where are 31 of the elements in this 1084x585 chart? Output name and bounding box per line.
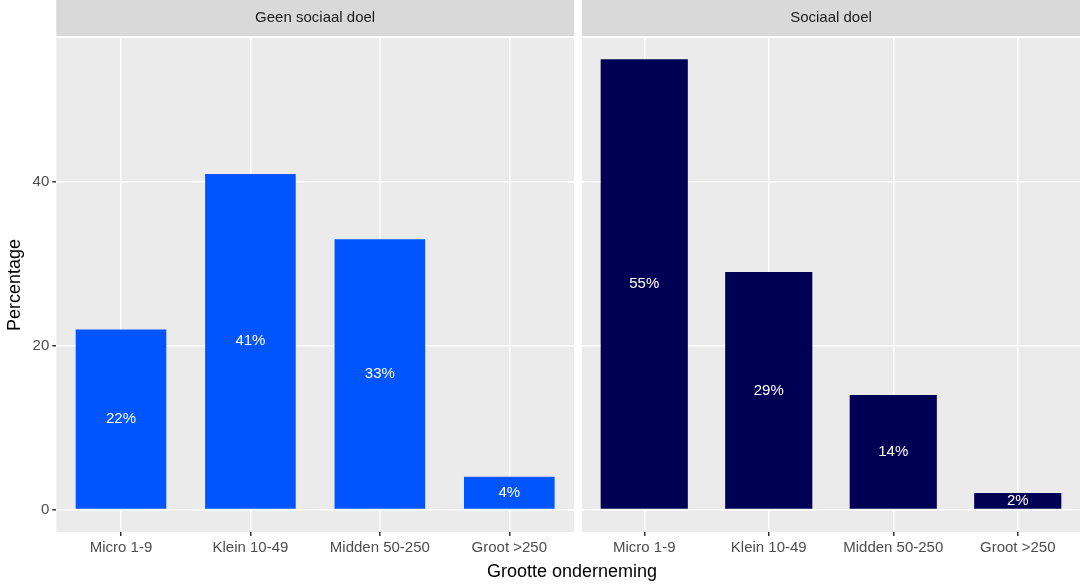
y-tick-label: 0 — [40, 499, 50, 517]
bar — [725, 272, 813, 509]
x-tick-label: Groot >250 — [471, 538, 548, 556]
data-label: 4% — [498, 482, 521, 500]
data-label: 55% — [629, 274, 660, 292]
chart-title: Geen sociaal doel — [255, 8, 376, 26]
bar — [600, 59, 688, 509]
x-tick-label: Micro 1-9 — [612, 538, 676, 556]
bar — [75, 329, 167, 509]
data-label: 33% — [364, 364, 395, 382]
data-label: 2% — [1006, 491, 1029, 509]
data-label: 41% — [235, 331, 266, 349]
data-label: 29% — [753, 380, 784, 398]
y-tick-label: 20 — [32, 335, 50, 353]
x-tick-label: Klein 10-49 — [212, 538, 289, 556]
y-tick-label: 40 — [32, 172, 50, 190]
x-axis-title: Grootte onderneming — [485, 561, 659, 582]
bar — [334, 239, 426, 509]
data-label: 14% — [878, 441, 909, 459]
chart-title: Sociaal doel — [790, 8, 872, 26]
bar — [974, 493, 1062, 509]
x-tick-label: Groot >250 — [980, 538, 1056, 556]
x-tick-label: Midden 50-250 — [329, 538, 430, 556]
x-tick-label: Klein 10-49 — [730, 538, 807, 556]
bar — [849, 394, 937, 509]
x-tick-label: Midden 50-250 — [843, 538, 944, 556]
data-label: 22% — [105, 409, 137, 427]
bar — [205, 173, 296, 509]
y-axis-title: Percentage — [3, 238, 24, 332]
x-tick-label: Micro 1-9 — [89, 538, 153, 556]
bar — [463, 476, 555, 509]
